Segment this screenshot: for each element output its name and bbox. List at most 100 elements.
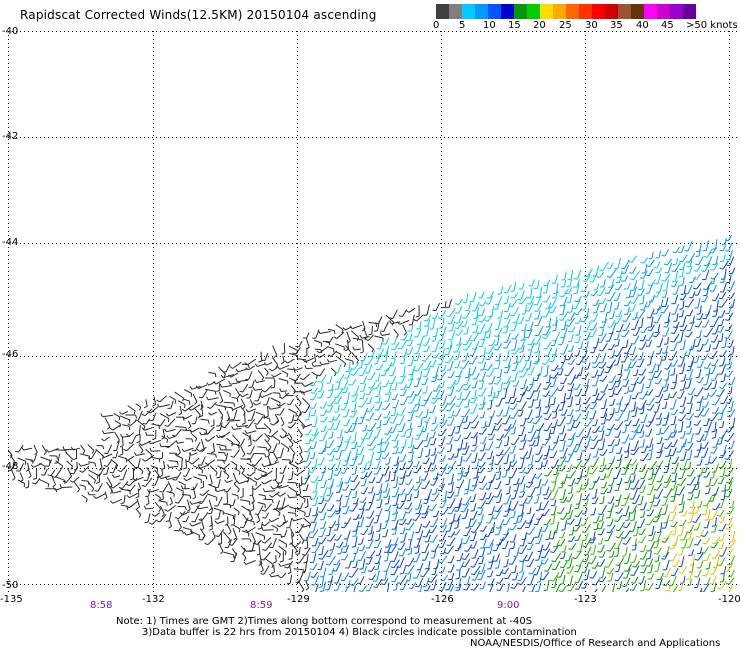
wind-barb [680, 390, 685, 399]
wind-barb [635, 560, 641, 568]
wind-barb-tick [598, 366, 603, 369]
wind-barb-tick [589, 542, 593, 544]
wind-barb [128, 432, 135, 437]
colorbar-labels: 0 5 10 15 20 25 30 35 40 45 >50 knots [430, 20, 740, 34]
wind-barb [674, 559, 680, 567]
wind-barb [482, 492, 487, 500]
wind-barb [256, 416, 264, 425]
wind-barb [313, 571, 318, 578]
wind-barb [675, 285, 680, 295]
wind-barb [602, 352, 607, 364]
wind-barb [481, 563, 486, 574]
wind-barb [626, 339, 629, 348]
wind-barb-tick [233, 402, 236, 407]
wind-barb-tick [653, 296, 657, 298]
wind-barb [505, 414, 511, 425]
wind-barb [187, 420, 192, 427]
wind-barb [665, 297, 669, 307]
wind-barb-tick [432, 309, 436, 312]
wind-barb-tick [671, 533, 676, 536]
wind-barb-tick [597, 565, 601, 567]
wind-barb [683, 380, 687, 391]
wind-barb [498, 526, 502, 535]
wind-barb-tick [128, 442, 133, 444]
wind-barb [530, 473, 537, 484]
wind-barb [555, 316, 558, 325]
wind-barb-tick [427, 580, 432, 583]
wind-barb-tick [317, 330, 321, 334]
wind-barb [467, 486, 470, 494]
wind-barb [279, 408, 285, 416]
wind-barb-tick [597, 341, 602, 344]
wind-barb [546, 365, 549, 376]
wind-barb-tick [200, 486, 204, 489]
wind-barb [651, 474, 657, 485]
wind-barb [513, 582, 519, 589]
wind-barb [229, 419, 241, 422]
wind-barb-tick [270, 485, 274, 490]
wind-barb-tick [327, 515, 332, 518]
wind-barb [537, 472, 543, 479]
wind-barb-tick [622, 329, 627, 332]
wind-barb-tick [471, 450, 475, 452]
wind-barb [323, 401, 328, 409]
wind-barb [378, 396, 381, 403]
wind-barb-tick [32, 482, 36, 485]
wind-barb-tick [606, 419, 610, 421]
wind-barb [499, 409, 504, 417]
wind-barb-tick [494, 335, 498, 337]
wind-barb-tick [273, 354, 278, 358]
wind-barb [673, 368, 676, 375]
wind-barb [648, 268, 654, 276]
wind-barb [610, 572, 614, 582]
wind-barb-tick [551, 568, 556, 571]
wind-barb [424, 505, 430, 515]
wind-barb-tick [269, 368, 273, 372]
wind-barb [226, 524, 232, 532]
wind-barb-tick [372, 387, 377, 390]
wind-barb [489, 583, 494, 592]
wind-barb [409, 539, 412, 550]
wind-barb [539, 571, 543, 582]
wind-barb [207, 539, 214, 546]
wind-barb-tick [549, 456, 554, 459]
wind-barb [354, 385, 360, 397]
wind-barb [23, 447, 33, 451]
colorbar-label: 20 [533, 20, 546, 31]
wind-barb-tick [446, 507, 451, 509]
wind-barb-tick [359, 334, 363, 339]
wind-barb [312, 392, 318, 401]
wind-barb [575, 421, 581, 429]
wind-barb-tick [680, 582, 684, 584]
wind-barb [329, 504, 335, 512]
wind-barb-tick [520, 339, 524, 341]
wind-barb [696, 282, 702, 290]
map-title: Rapidscat Corrected Winds(12.5KM) 201501… [20, 8, 377, 22]
wind-barb-tick [510, 547, 514, 550]
wind-barb-tick [581, 361, 586, 363]
wind-barb-tick [94, 490, 99, 492]
wind-barb [257, 514, 261, 521]
wind-barb [607, 531, 614, 542]
wind-barb-tick [576, 458, 581, 461]
wind-barb [506, 436, 510, 446]
wind-barb [435, 472, 439, 479]
wind-barb-tick [368, 387, 372, 389]
wind-barb [617, 314, 623, 324]
wind-barb [612, 408, 615, 415]
wind-barb-tick [34, 452, 38, 456]
wind-barb [627, 475, 632, 483]
wind-barb [495, 509, 502, 520]
wind-barb [511, 556, 517, 565]
wind-barb-tick [647, 572, 651, 574]
wind-barb [682, 276, 685, 286]
wind-barb [150, 439, 161, 445]
wind-barb-tick [392, 486, 397, 489]
wind-barb [291, 453, 295, 463]
wind-barb [363, 327, 368, 338]
wind-barb-tick [478, 432, 483, 435]
wind-barb [359, 438, 365, 447]
wind-barb [553, 338, 558, 346]
wind-barb [650, 573, 654, 580]
wind-barb-tick [302, 359, 306, 363]
